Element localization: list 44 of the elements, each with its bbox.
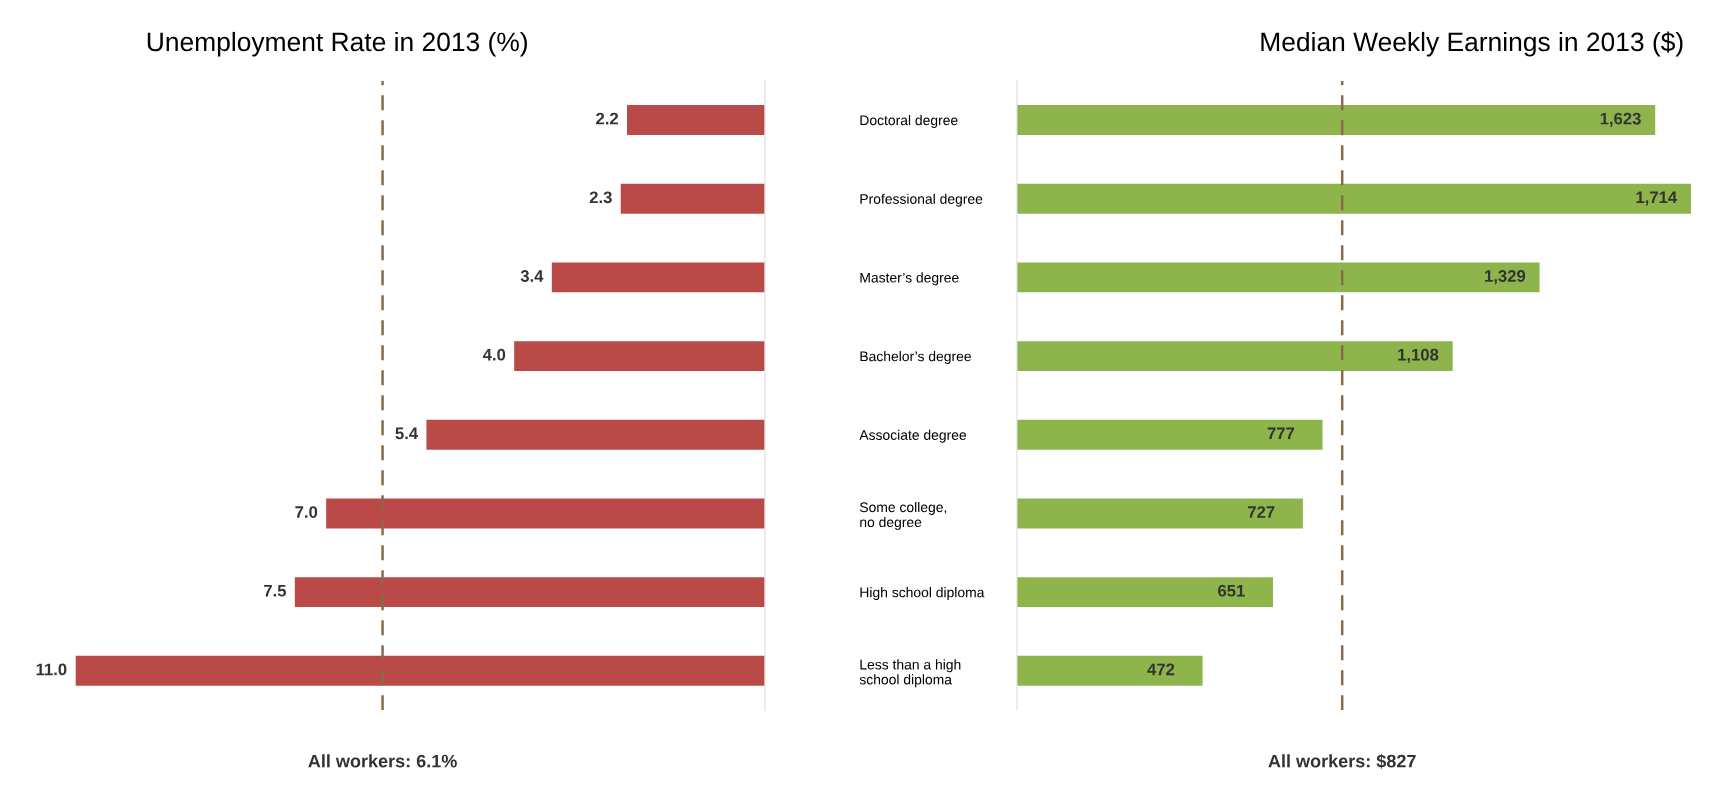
y-tick-label: Professional degree bbox=[860, 193, 983, 207]
y-tick-label: Doctoral degree bbox=[860, 115, 958, 128]
y-tick-label: Bachelor’s degree bbox=[860, 351, 971, 364]
chart-title: Unemployment Rate in 2013 (%) bbox=[147, 31, 527, 57]
bar bbox=[620, 183, 765, 214]
ref-line-label: All workers: $827 bbox=[1268, 753, 1416, 769]
bar bbox=[1016, 498, 1303, 529]
bar bbox=[1016, 419, 1323, 450]
y-tick-label: Associate degree bbox=[859, 429, 967, 443]
data-label: 1,329 bbox=[1485, 270, 1526, 285]
bar bbox=[294, 577, 765, 608]
data-label: 7.0 bbox=[295, 506, 318, 518]
y-tick-label: Some college, no degree bbox=[859, 501, 947, 530]
bar bbox=[1016, 577, 1273, 608]
bar bbox=[1016, 105, 1656, 135]
bar bbox=[1016, 183, 1691, 214]
data-label: 651 bbox=[1218, 584, 1245, 597]
bar bbox=[75, 655, 765, 686]
bar bbox=[326, 498, 765, 529]
data-label: 5.4 bbox=[395, 427, 419, 440]
y-tick-label: Master’s degree bbox=[860, 272, 959, 286]
data-label: 11.0 bbox=[36, 663, 67, 676]
data-label: 727 bbox=[1248, 506, 1275, 518]
chart-title: Median Weekly Earnings in 2013 ($) bbox=[1261, 31, 1683, 57]
bar bbox=[551, 262, 765, 293]
bar bbox=[426, 419, 765, 450]
y-tick-label: Less than a high school diploma bbox=[859, 659, 961, 688]
data-label: 1,714 bbox=[1636, 191, 1678, 206]
bar bbox=[1016, 262, 1540, 293]
bar bbox=[514, 341, 765, 372]
data-label: 1,108 bbox=[1398, 348, 1439, 363]
data-label: 777 bbox=[1267, 427, 1295, 440]
data-label: 2.2 bbox=[596, 112, 619, 125]
data-label: 7.5 bbox=[264, 584, 287, 597]
bar bbox=[1016, 655, 1203, 686]
y-tick-label: High school diploma bbox=[860, 587, 985, 601]
data-label: 4.0 bbox=[482, 348, 506, 361]
data-label: 472 bbox=[1147, 663, 1175, 676]
data-label: 2.3 bbox=[589, 191, 612, 204]
bar bbox=[1016, 341, 1453, 372]
data-label: 1,623 bbox=[1600, 112, 1641, 127]
bar bbox=[627, 105, 765, 135]
ref-line-label: All workers: 6.1% bbox=[308, 754, 457, 768]
data-label: 3.4 bbox=[520, 270, 544, 282]
